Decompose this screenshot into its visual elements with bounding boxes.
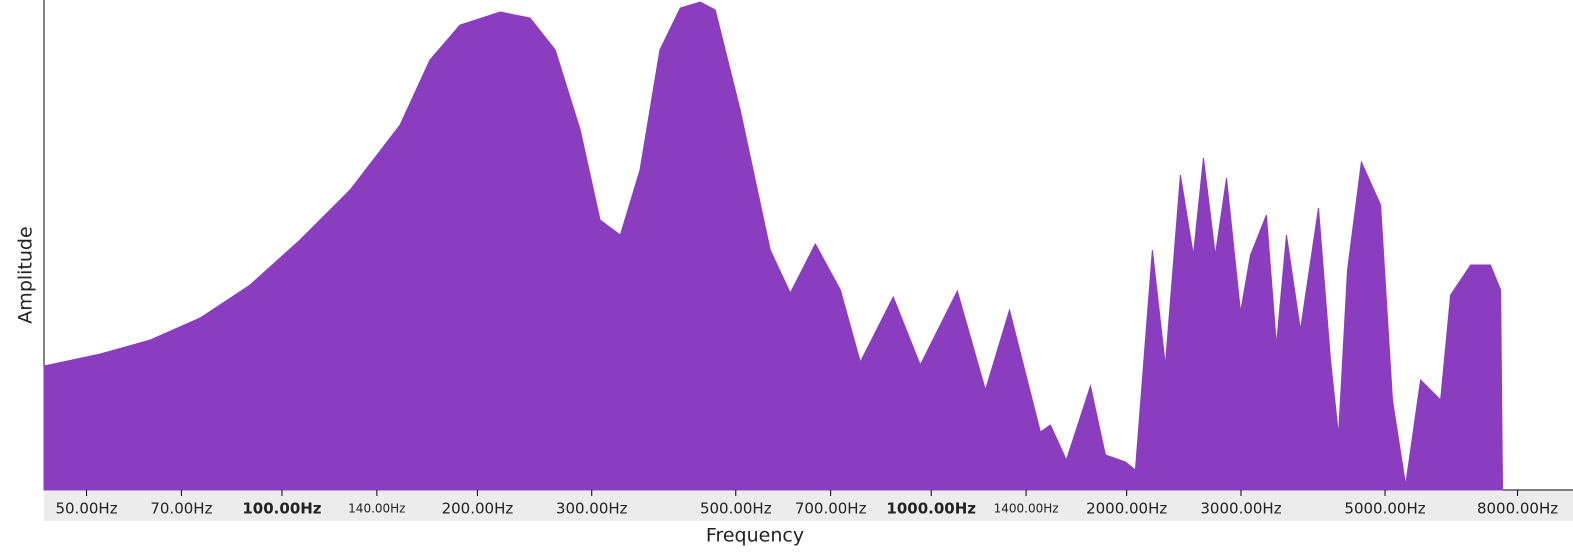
x-tick-label: 500.00Hz [700, 500, 772, 518]
y-axis-label: Amplitude [15, 226, 37, 323]
x-tick-label: 300.00Hz [556, 500, 628, 518]
x-tick-label: 3000.00Hz [1200, 500, 1281, 518]
spectrum-area [43, 1, 1504, 491]
x-tick-label: 100.00Hz [242, 500, 321, 518]
x-tick-label: 50.00Hz [55, 500, 117, 518]
x-tick-label: 5000.00Hz [1344, 500, 1425, 518]
x-tick-label: 1400.00Hz [994, 502, 1059, 516]
x-axis-band [44, 491, 1573, 521]
x-tick-label: 70.00Hz [150, 500, 212, 518]
x-tick-label: 200.00Hz [442, 500, 514, 518]
x-tick-label: 1000.00Hz [886, 500, 976, 518]
x-tick-label: 700.00Hz [795, 500, 867, 518]
x-axis-label: Frequency [706, 525, 804, 547]
x-tick-label: 8000.00Hz [1477, 500, 1558, 518]
x-tick-label: 2000.00Hz [1086, 500, 1167, 518]
x-tick-label: 140.00Hz [348, 502, 405, 516]
